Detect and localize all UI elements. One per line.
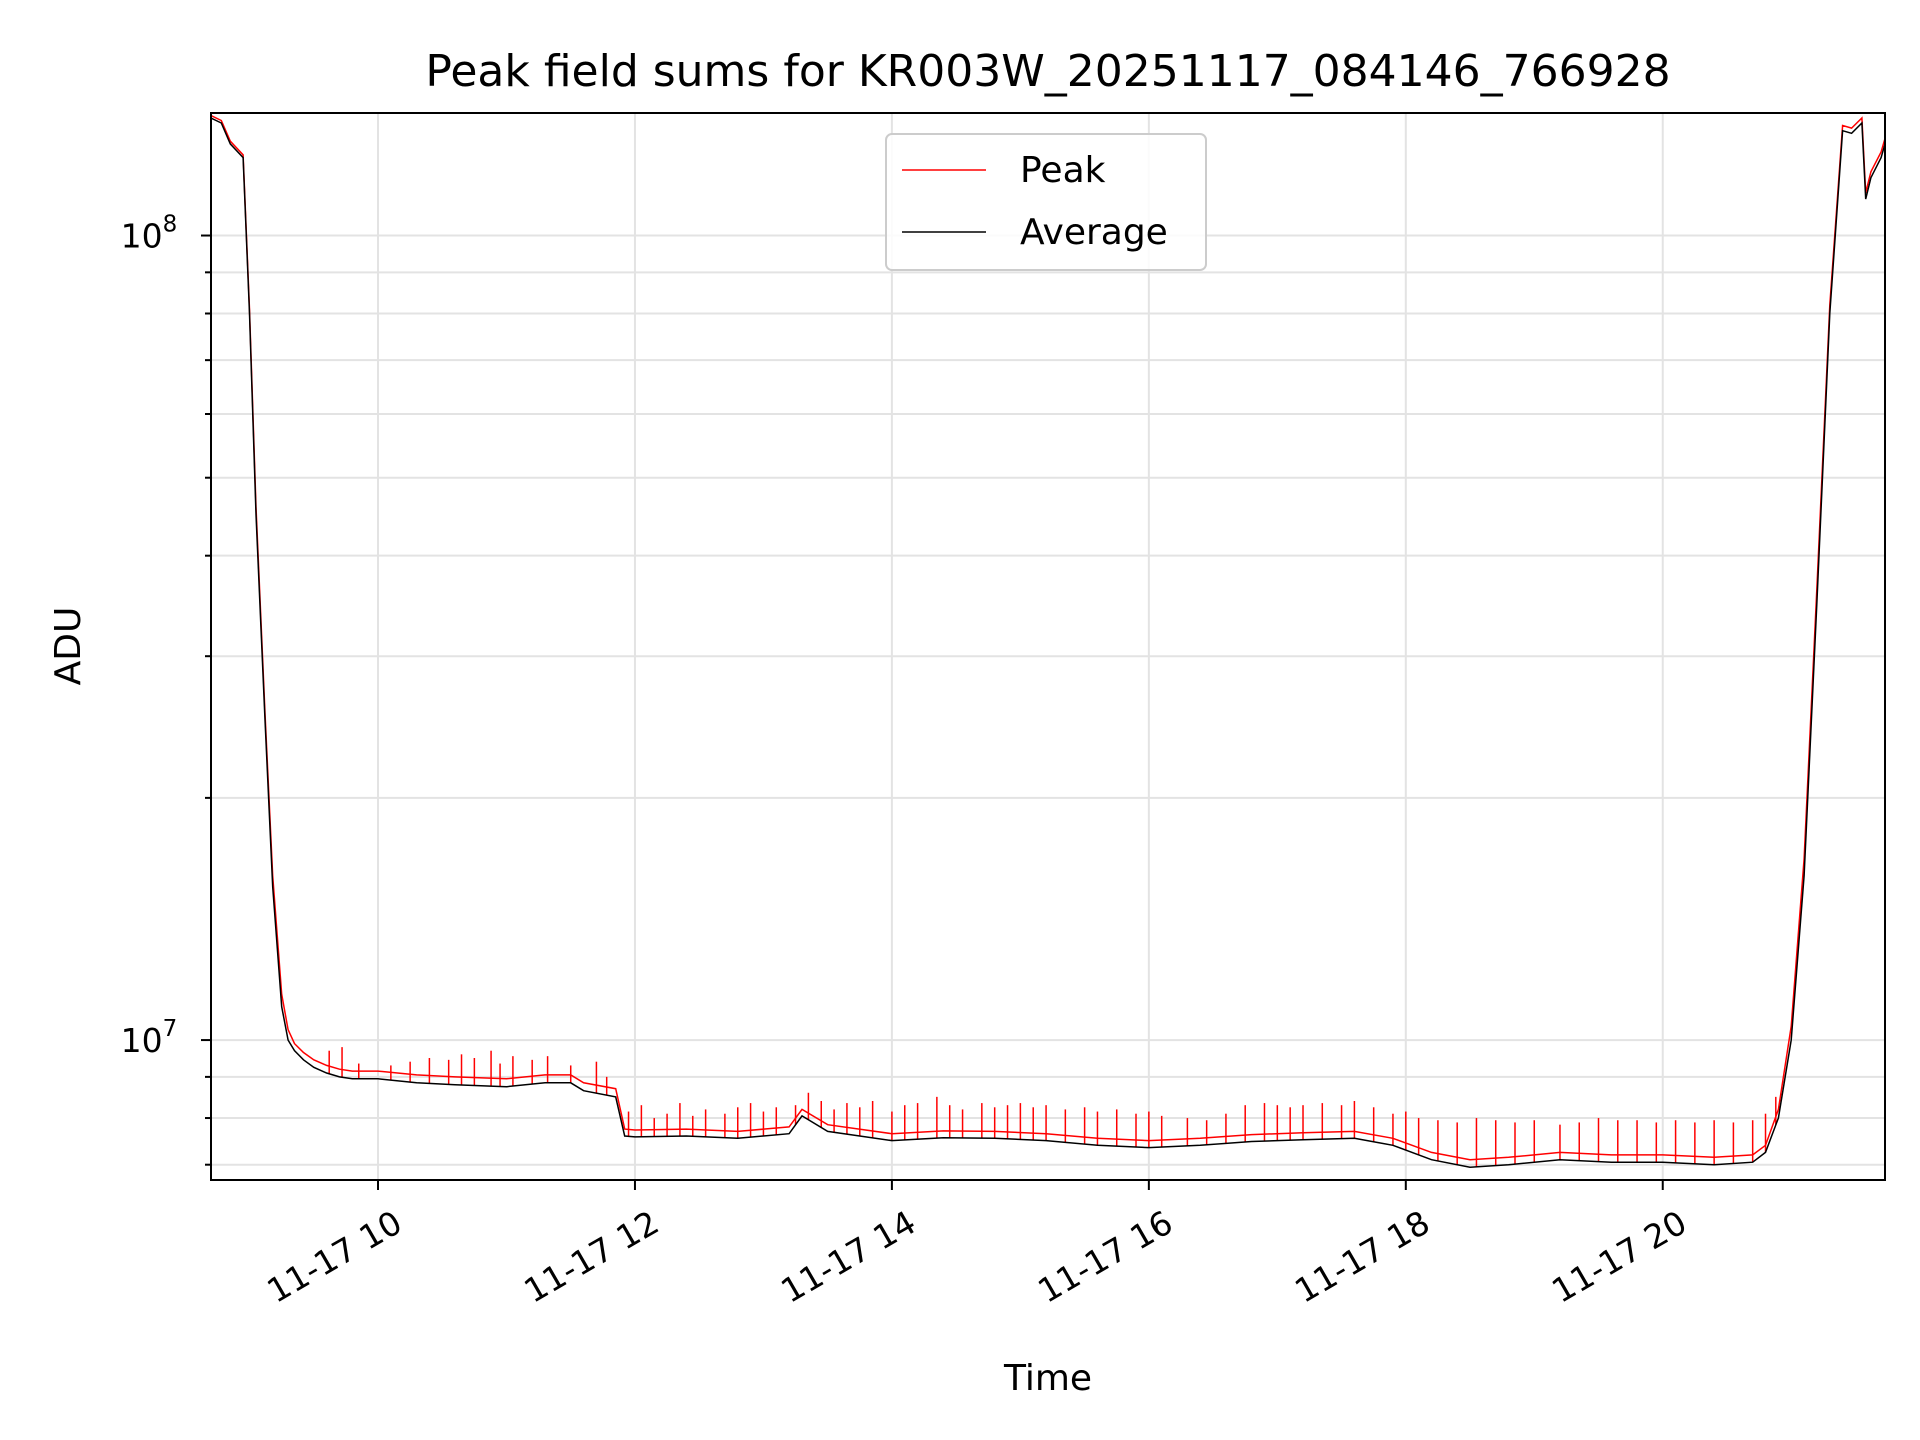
y-tick-label: 108	[121, 212, 178, 256]
average-series-line	[211, 117, 1885, 1168]
legend-label-average: Average	[1020, 212, 1168, 253]
legend-box	[885, 133, 1207, 271]
plot-area	[211, 114, 1885, 1168]
y-tick-label: 107	[121, 1016, 178, 1060]
legend-label-peak: Peak	[1020, 150, 1106, 191]
chart-title: Peak field sums for KR003W_20251117_0841…	[425, 46, 1670, 97]
legend: Peak Average	[885, 133, 1207, 271]
grid-layer	[211, 113, 1885, 1180]
plot-frame	[210, 112, 1886, 1181]
y-axis-label: ADU	[48, 607, 89, 686]
x-axis-label: Time	[1003, 1358, 1092, 1399]
